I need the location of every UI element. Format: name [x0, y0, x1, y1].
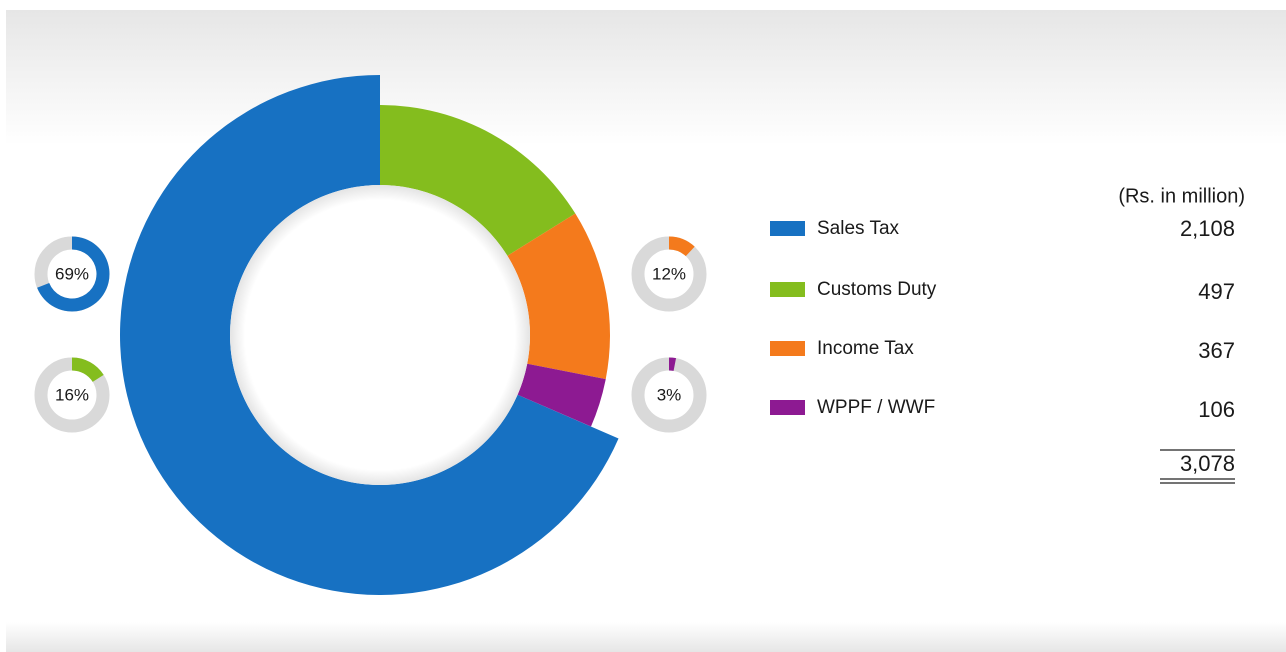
donut-slice: [380, 105, 576, 256]
legend-label: Customs Duty: [817, 279, 937, 300]
gauge-arc: [669, 236, 695, 257]
value-label: 106: [1198, 397, 1235, 422]
legend-label: Sales Tax: [817, 218, 900, 239]
bottom-band: [6, 622, 1286, 652]
donut-slice: [517, 363, 606, 427]
top-band: [6, 10, 1286, 145]
gauge-label: 16%: [55, 385, 89, 404]
legend-label: WPPF / WWF: [817, 397, 935, 418]
gauge-label: 3%: [657, 385, 682, 404]
unit-label: (Rs. in million): [1118, 185, 1245, 207]
donut-slice: [507, 213, 610, 380]
donut-hole: [230, 185, 530, 485]
donut-slice: [120, 75, 619, 595]
value-label: 2,108: [1180, 216, 1235, 241]
legend-swatch: [770, 400, 805, 415]
legend-swatch: [770, 221, 805, 236]
legend-swatch: [770, 341, 805, 356]
gauge-arc: [669, 357, 677, 371]
gauge-label: 12%: [652, 264, 686, 283]
gauge-arc: [37, 236, 110, 312]
gauge-arc: [72, 357, 104, 382]
gauge-label: 69%: [55, 264, 89, 283]
value-label: 367: [1198, 338, 1235, 363]
legend-swatch: [770, 282, 805, 297]
value-label: 497: [1198, 279, 1235, 304]
total-value: 3,078: [1180, 451, 1235, 476]
legend-label: Income Tax: [817, 338, 914, 359]
